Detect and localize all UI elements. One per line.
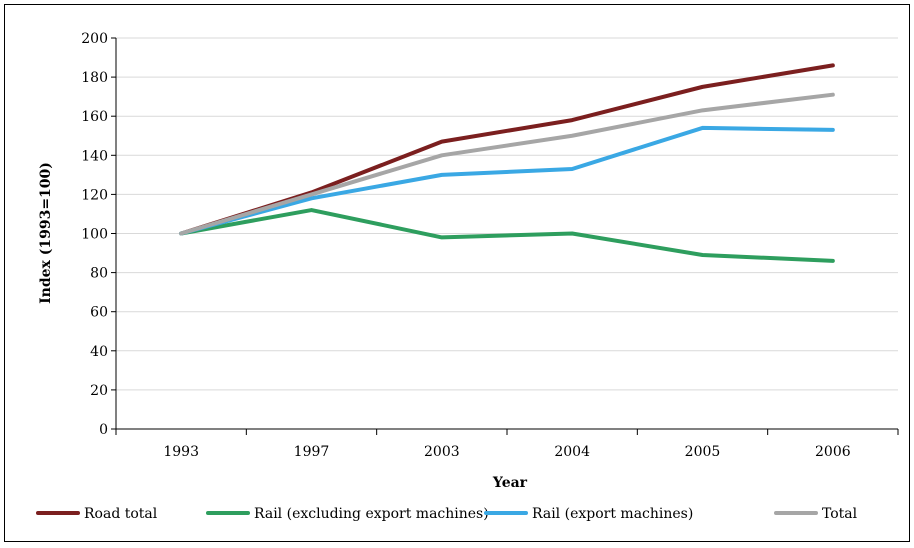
legend-item: Rail (excluding export machines): [206, 506, 489, 522]
y-axis-ticks: 0 20 40 60 80 100 120 140 160 180 200: [81, 31, 116, 438]
y-tick-label: 120: [81, 187, 108, 203]
series-line-total: [179, 92, 835, 236]
legend-item: Road total: [36, 506, 158, 522]
x-tick-label: 1993: [163, 444, 199, 460]
x-axis-label: Year: [492, 475, 528, 491]
x-tick-label: 2003: [424, 444, 460, 460]
x-axis-ticks: 1993 1997 2003 2004 2005 2006: [115, 429, 899, 460]
y-tick-label: 140: [81, 148, 108, 164]
legend-label: Total: [822, 506, 858, 522]
legend-label: Rail (export machines): [532, 506, 693, 522]
y-tick-label: 60: [90, 305, 108, 321]
x-tick-label: 2006: [815, 444, 851, 460]
legend-label: Rail (excluding export machines): [254, 506, 489, 522]
y-tick-label: 180: [81, 70, 108, 86]
series-line-rail-export-machines: [179, 125, 835, 236]
y-tick-label: 80: [90, 266, 108, 282]
y-tick-label: 100: [81, 227, 108, 243]
x-tick-label: 2005: [685, 444, 721, 460]
gridlines: [116, 37, 898, 391]
y-axis-label: Index (1993=100): [38, 162, 54, 304]
y-tick-label: 0: [99, 422, 108, 438]
series-lines: [179, 63, 835, 263]
legend-item: Total: [774, 506, 858, 522]
y-tick-label: 160: [81, 109, 108, 125]
x-tick-label: 2004: [554, 444, 590, 460]
y-tick-label: 200: [81, 31, 108, 47]
legend-item: Rail (export machines): [484, 506, 693, 522]
y-tick-label: 20: [90, 383, 108, 399]
x-tick-label: 1997: [294, 444, 330, 460]
series-line-rail-excluding-export-machines: [179, 208, 835, 263]
legend: Road total Rail (excluding export machine…: [36, 506, 858, 522]
y-tick-label: 40: [90, 344, 108, 360]
legend-label: Road total: [84, 506, 158, 522]
